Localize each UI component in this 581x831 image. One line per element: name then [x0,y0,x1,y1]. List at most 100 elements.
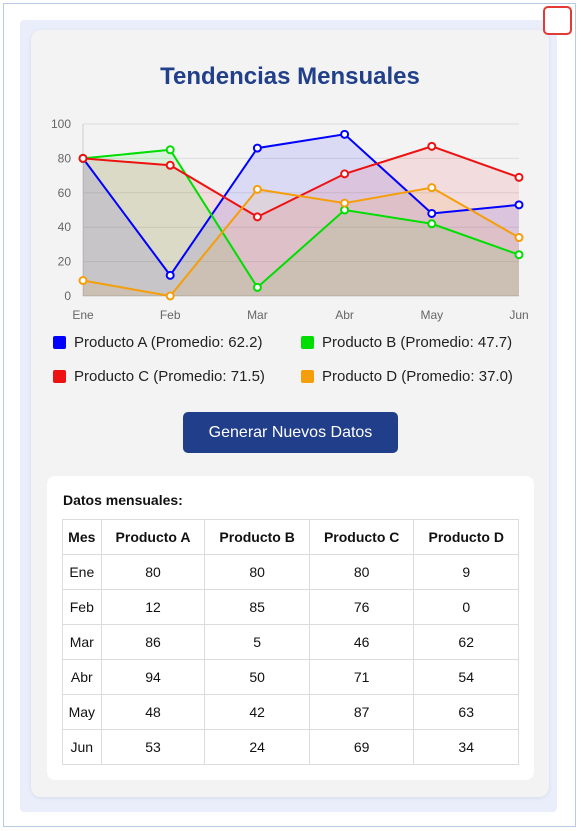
data-point [165,270,175,280]
table-cell: Feb [62,589,102,625]
data-point [165,160,175,170]
table-cell: Ene [62,554,102,590]
data-point [514,172,524,182]
series-area [83,187,519,296]
y-tick-label: 80 [58,151,72,165]
series-area [83,149,519,296]
table-header-row: Mes Producto A Producto B Producto C Product… [62,519,519,555]
data-point [78,276,88,286]
x-tick-label: Ene [72,308,94,322]
legend-label: Producto B (Promedio: 47.7) [322,334,513,351]
data-point [514,200,524,210]
table-cell: 86 [100,624,206,660]
y-tick-label: 0 [64,289,71,303]
series-line [82,148,520,289]
table-cell: 50 [204,659,310,695]
legend-label: Producto C (Promedio: 71.5) [74,368,265,385]
table-cell: 12 [100,589,206,625]
table-header-cell: Producto D [413,519,519,555]
table-header-cell: Producto A [100,519,206,555]
data-point [427,219,437,229]
data-table: Mes Producto A Producto B Producto C Product… [62,519,519,765]
data-point [78,153,88,163]
legend-swatch [53,370,66,383]
x-tick-label: Abr [335,308,354,322]
y-tick-label: 100 [51,117,71,131]
table-cell: 53 [100,729,206,765]
table-row: Abr 94 50 71 54 [62,659,519,695]
data-point [252,282,262,292]
table-cell: 0 [413,589,519,625]
data-point [340,169,350,179]
table-cell: 9 [413,554,519,590]
table-cell: 54 [413,659,519,695]
legend-label: Producto D (Promedio: 37.0) [322,368,513,385]
data-point [165,145,175,155]
table-cell: 46 [308,624,415,660]
data-point [252,212,262,222]
page-title: Tendencias Mensuales [160,63,420,90]
table-cell: Abr [62,659,102,695]
table-cell: Jun [62,729,102,765]
series-line [82,133,520,278]
y-tick-label: 40 [58,220,72,234]
close-button[interactable] [543,6,572,35]
x-tick-label: Jun [509,308,528,322]
table-cell: 80 [204,554,310,590]
data-point [252,143,262,153]
table-cell: 42 [204,694,310,730]
table-cell: 34 [413,729,519,765]
table-cell: 24 [204,729,310,765]
table-header-cell: Mes [62,519,102,555]
table-cell: 94 [100,659,206,695]
table-card: Datos mensuales: Mes Producto A Producto B… [47,476,534,780]
legend-item[interactable]: Producto D (Promedio: 37.0) [301,368,513,385]
table-cell: 85 [204,589,310,625]
legend-item[interactable]: Producto A (Promedio: 62.2) [53,334,262,351]
data-point [514,250,524,260]
table-row: Jun 53 24 69 34 [62,729,519,765]
legend-swatch [301,370,314,383]
legend-item[interactable]: Producto C (Promedio: 71.5) [53,368,265,385]
table-cell: 76 [308,589,415,625]
data-point [340,198,350,208]
table-row: Ene 80 80 80 9 [62,554,519,590]
data-point [427,208,437,218]
table-cell: May [62,694,102,730]
table-cell: 62 [413,624,519,660]
table-cell: 69 [308,729,415,765]
x-tick-label: Feb [160,308,181,322]
data-point [340,129,350,139]
data-point [427,183,437,193]
table-cell: 80 [308,554,415,590]
table-header-cell: Producto B [204,519,310,555]
table-row: May 48 42 87 63 [62,694,519,730]
x-tick-label: Mar [247,308,268,322]
legend-swatch [301,336,314,349]
table-cell: 71 [308,659,415,695]
table-title: Datos mensuales: [63,492,183,508]
series-line [82,186,520,298]
table-cell: Mar [62,624,102,660]
data-point [514,233,524,243]
data-point [165,291,175,301]
table-row: Feb 12 85 76 0 [62,589,519,625]
table-cell: 80 [100,554,206,590]
data-point [427,141,437,151]
line-chart: 0 20 40 60 80 100 Ene Feb Mar Abr May Jun [51,117,529,322]
table-cell: 63 [413,694,519,730]
generate-data-button[interactable]: Generar Nuevos Datos [183,412,398,453]
table-cell: 48 [100,694,206,730]
legend-item[interactable]: Producto B (Promedio: 47.7) [301,334,512,351]
legend-swatch [53,336,66,349]
data-point [252,184,262,194]
y-tick-label: 20 [58,255,72,269]
series-area [83,134,519,296]
x-tick-label: May [420,308,443,322]
table-cell: 87 [308,694,415,730]
legend-label: Producto A (Promedio: 62.2) [74,334,263,351]
table-cell: 5 [204,624,310,660]
y-tick-label: 60 [58,186,72,200]
table-row: Mar 86 5 46 62 [62,624,519,660]
table-header-cell: Producto C [308,519,415,555]
